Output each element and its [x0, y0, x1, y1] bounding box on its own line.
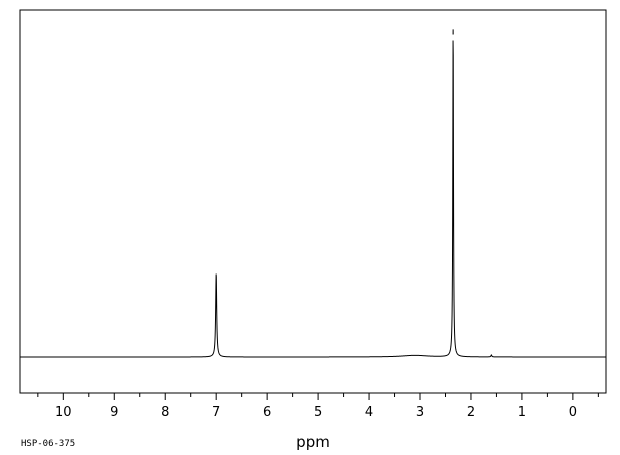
x-axis-label: ppm: [296, 433, 330, 451]
x-tick-label: 10: [55, 405, 72, 420]
x-tick-label: 3: [416, 405, 424, 420]
spectrum-line: [20, 29, 606, 358]
x-tick-label: 1: [518, 405, 526, 420]
x-axis-tick-labels: 10 9 8 7 6 5 4 3 2 1 0: [55, 405, 577, 420]
plot-frame: [19, 9, 607, 394]
x-tick-label: 0: [569, 405, 577, 420]
x-tick-label: 8: [161, 405, 169, 420]
x-tick-label: 5: [314, 405, 322, 420]
x-axis-ticks: [37, 393, 599, 400]
x-tick-label: 7: [212, 405, 220, 420]
x-tick-label: 6: [263, 405, 271, 420]
x-tick-label: 4: [365, 405, 373, 420]
x-tick-label: 2: [467, 405, 475, 420]
x-tick-label: 9: [110, 405, 118, 420]
spectrum-id-label: HSP-06-375: [21, 439, 75, 449]
